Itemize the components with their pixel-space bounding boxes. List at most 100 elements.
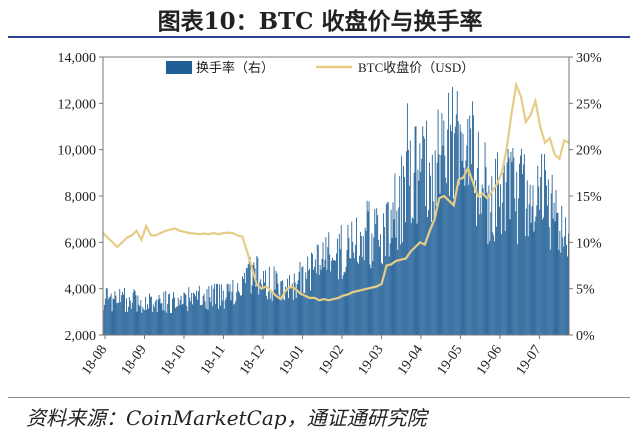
turnover-bar <box>297 280 299 335</box>
turnover-bar <box>252 264 254 335</box>
turnover-bar <box>524 236 526 335</box>
left-axis-tick-label: 6,000 <box>65 236 97 251</box>
turnover-bar <box>498 177 499 335</box>
turnover-bar <box>378 239 380 335</box>
turnover-bar <box>182 303 184 335</box>
turnover-bar <box>518 198 520 335</box>
turnover-bar <box>533 231 535 335</box>
turnover-bar <box>433 221 435 335</box>
turnover-bar <box>409 140 411 335</box>
turnover-bar <box>471 164 473 335</box>
turnover-bar <box>195 296 196 335</box>
turnover-bar <box>481 184 483 335</box>
left-axis-ticks: 2,000 4,000 6,000 8,000 10,000 12,000 14,000 <box>58 51 103 344</box>
x-axis-tick-label: 19-03 <box>356 343 387 378</box>
turnover-bar <box>456 91 458 336</box>
turnover-bar <box>238 290 240 335</box>
turnover-bar <box>200 305 202 335</box>
turnover-bar <box>539 209 541 335</box>
right-axis-tick-label: 20% <box>576 144 602 159</box>
turnover-bar <box>236 292 238 335</box>
turnover-bar <box>428 210 429 335</box>
turnover-bar <box>377 215 379 335</box>
turnover-bar <box>185 294 187 335</box>
x-axis-tick-label: 19-06 <box>474 343 505 378</box>
turnover-bar <box>482 188 484 335</box>
turnover-bar <box>388 256 390 335</box>
turnover-bar <box>313 266 315 335</box>
turnover-bar <box>355 244 357 335</box>
turnover-bar <box>169 293 171 335</box>
turnover-bar <box>501 202 503 335</box>
turnover-bar <box>253 262 255 335</box>
turnover-bar <box>333 260 334 335</box>
turnover-bar <box>141 312 143 335</box>
turnover-bar <box>243 272 245 335</box>
turnover-bar <box>351 221 353 335</box>
turnover-bar <box>248 256 250 335</box>
turnover-bar <box>550 193 552 335</box>
turnover-bar <box>246 268 248 335</box>
turnover-bar <box>469 115 471 335</box>
turnover-bar <box>162 310 164 335</box>
turnover-bar <box>356 217 357 335</box>
turnover-bar <box>341 278 343 335</box>
turnover-bar <box>214 283 216 335</box>
turnover-bar <box>506 162 508 335</box>
turnover-bar <box>177 297 179 335</box>
turnover-bar <box>123 294 124 335</box>
turnover-bar <box>559 230 561 335</box>
turnover-bar <box>520 155 521 335</box>
turnover-bar <box>397 250 399 335</box>
turnover-bar <box>151 312 153 335</box>
turnover-bar <box>431 154 433 335</box>
turnover-bar <box>554 221 556 335</box>
turnover-bar <box>365 230 367 335</box>
turnover-bar <box>131 303 133 335</box>
turnover-bar <box>567 256 568 335</box>
turnover-bar <box>537 165 539 335</box>
turnover-bar <box>510 151 512 335</box>
turnover-bar <box>171 312 172 335</box>
turnover-bar <box>213 288 215 335</box>
turnover-bar <box>280 281 282 335</box>
turnover-bar <box>239 292 241 335</box>
turnover-bar <box>393 219 395 335</box>
turnover-bar <box>505 182 507 335</box>
turnover-bar <box>136 311 138 335</box>
turnover-bar <box>522 164 524 335</box>
turnover-bar <box>464 185 466 335</box>
turnover-bar <box>359 231 361 335</box>
turnover-bar <box>394 173 396 335</box>
turnover-bar <box>528 204 530 335</box>
turnover-bar <box>440 155 442 335</box>
turnover-bar <box>194 293 195 335</box>
turnover-bar <box>276 273 278 335</box>
turnover-bar <box>445 177 447 335</box>
turnover-bar <box>458 184 460 335</box>
turnover-bar <box>405 151 407 335</box>
turnover-bar <box>172 292 174 335</box>
turnover-bar <box>205 308 207 335</box>
right-axis-tick-label: 30% <box>576 51 602 66</box>
turnover-bar <box>232 279 234 335</box>
turnover-bar <box>149 293 150 335</box>
turnover-bar <box>332 257 334 335</box>
turnover-bar <box>302 266 304 335</box>
turnover-bar <box>125 311 126 335</box>
turnover-bar <box>170 312 171 335</box>
turnover-bar <box>273 266 275 335</box>
turnover-bar <box>266 299 268 335</box>
turnover-bar <box>316 244 318 335</box>
turnover-bar <box>439 193 441 335</box>
turnover-bar <box>459 124 461 336</box>
turnover-bar <box>263 271 264 335</box>
legend-bars-label: 换手率（右） <box>196 60 274 75</box>
turnover-bar <box>148 308 149 335</box>
turnover-bar <box>118 302 120 335</box>
turnover-bar <box>184 293 186 335</box>
turnover-bar <box>497 152 498 335</box>
turnover-bar <box>547 179 549 335</box>
turnover-bar <box>172 298 173 335</box>
turnover-bar <box>405 222 406 335</box>
